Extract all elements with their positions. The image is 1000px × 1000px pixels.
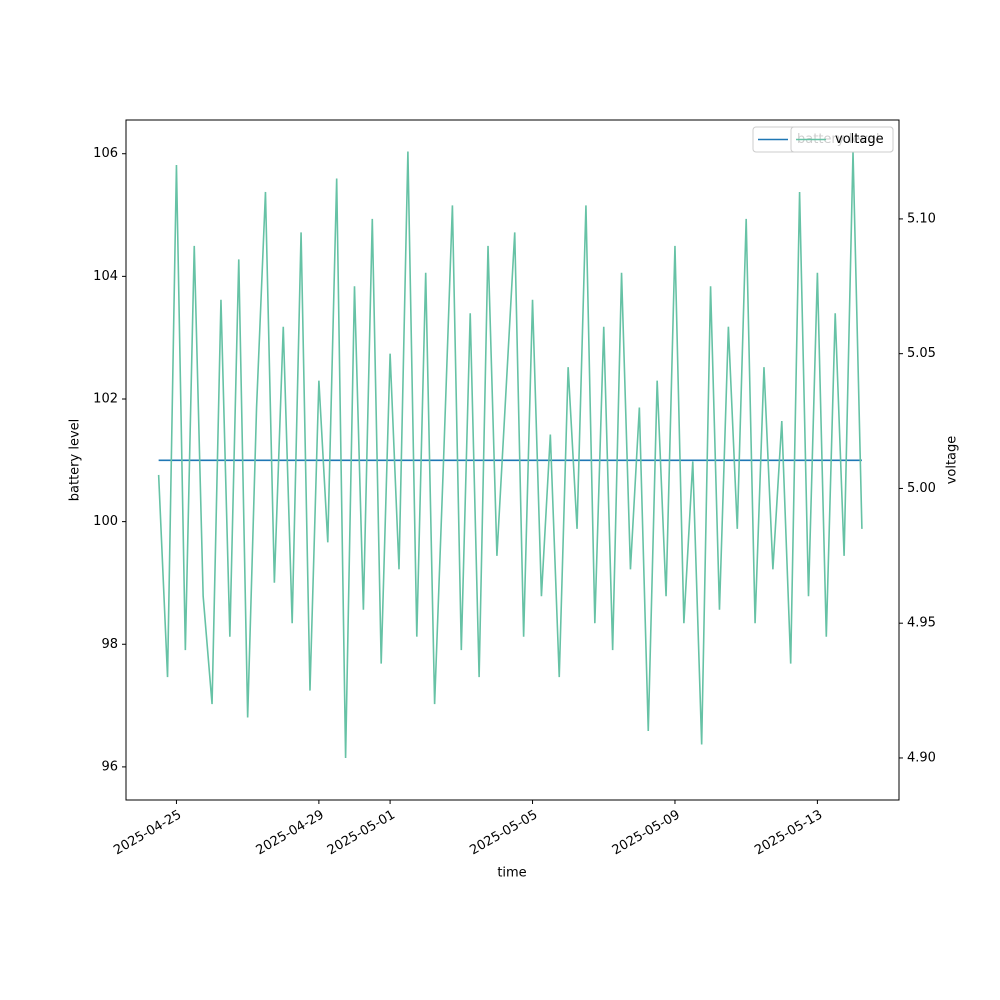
- legend-box: [790, 126, 894, 153]
- legend-label: voltage: [835, 132, 884, 147]
- series-line: [157, 151, 863, 758]
- y2-tick-label: 5.00: [907, 481, 936, 496]
- y2-tick-label: 4.90: [907, 750, 936, 765]
- y-tick-label: 98: [101, 637, 118, 652]
- y2-tick-label: 4.95: [907, 616, 936, 631]
- y-axis-label: battery level: [68, 419, 83, 502]
- y-tick-label: 106: [93, 146, 118, 161]
- x-axis-label: time: [497, 866, 526, 881]
- y-tick-label: 96: [101, 759, 118, 774]
- plot-frame: [125, 119, 900, 801]
- y-tick-label: 102: [93, 391, 118, 406]
- y2-tick-label: 5.10: [907, 211, 936, 226]
- y-tick-label: 100: [93, 514, 118, 529]
- y2-tick-label: 5.05: [907, 346, 936, 361]
- y2-axis-label: voltage: [945, 436, 960, 485]
- y-tick-label: 104: [93, 269, 118, 284]
